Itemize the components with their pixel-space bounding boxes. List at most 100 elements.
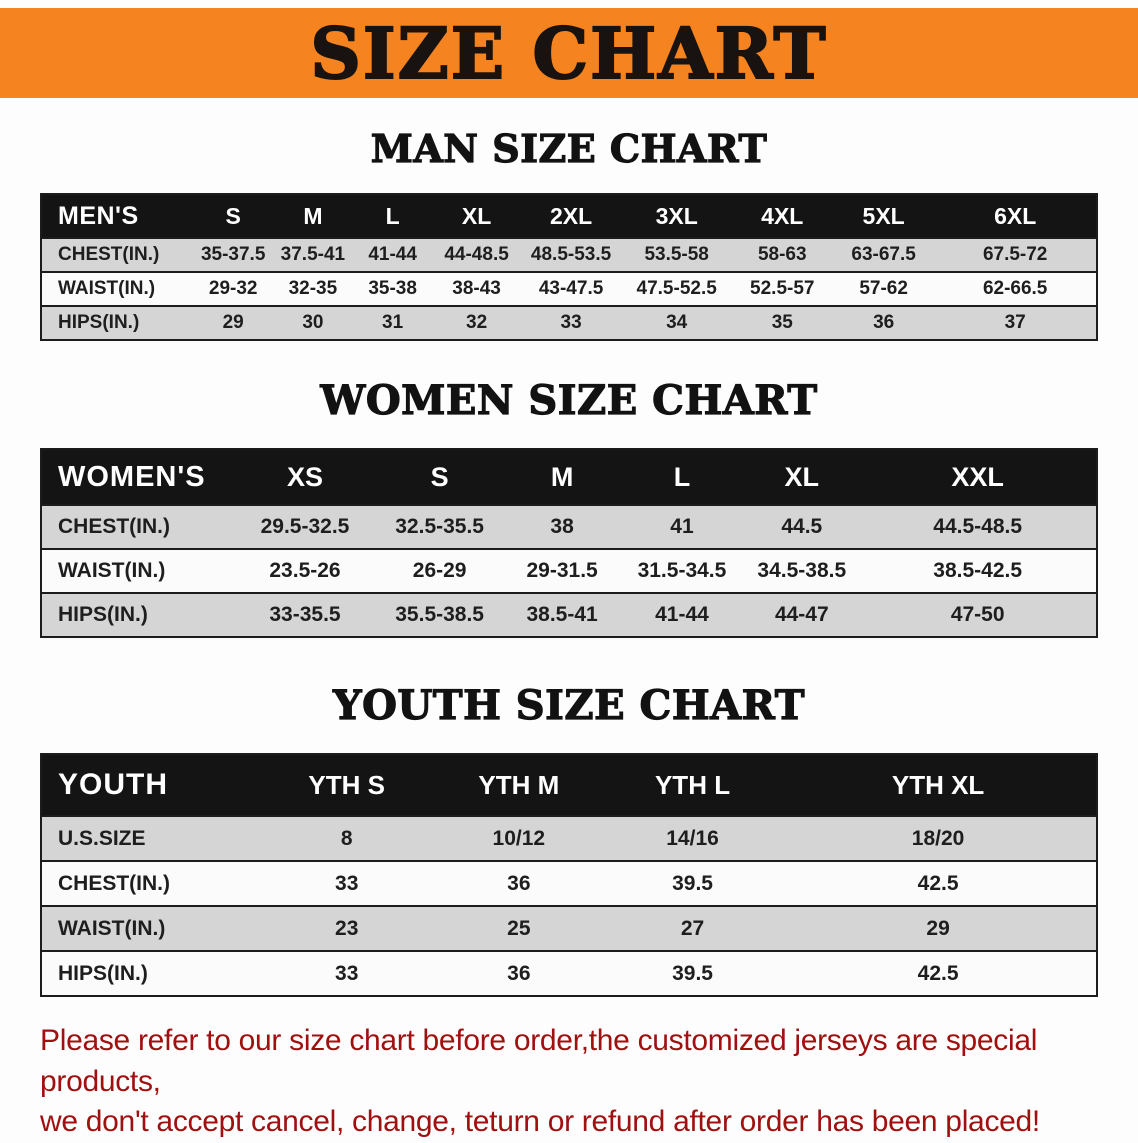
youth-size-section: YOUTH SIZE CHART YOUTH YTH S YTH M YTH L…: [0, 681, 1138, 997]
size-header-cell: YTH L: [604, 754, 781, 816]
size-header-cell: 4XL: [731, 194, 833, 238]
size-value-cell: 37.5-41: [280, 244, 346, 265]
size-value-cell: 39.5: [672, 871, 713, 895]
size-header-cell: S: [374, 449, 505, 505]
row-label: WAIST(IN.): [58, 559, 166, 582]
size-value-cell: 32.5-35.5: [395, 515, 484, 538]
size-value-cell: 44.5-48.5: [933, 515, 1023, 538]
row-label: U.S.SIZE: [58, 826, 146, 850]
size-value-cell: 14/16: [666, 826, 719, 850]
row-label: WAIST(IN.): [58, 916, 166, 940]
size-value-cell: 36: [507, 871, 531, 895]
size-value-cell: 44-47: [774, 603, 829, 626]
row-label: HIPS(IN.): [58, 312, 140, 333]
size-header-cell: L: [352, 194, 433, 238]
row-label: CHEST(IN.): [58, 244, 160, 265]
size-chart-banner: SIZE CHART: [0, 8, 1138, 98]
size-header-cell: S: [193, 194, 274, 238]
men-section-heading: MAN SIZE CHART: [370, 125, 768, 171]
size-value-cell: 37: [1004, 312, 1026, 333]
size-value-cell: 8: [340, 826, 353, 850]
youth-table-label: YOUTH: [41, 754, 261, 816]
row-label: HIPS(IN.): [58, 603, 148, 626]
size-value-cell: 36: [873, 312, 895, 333]
size-value-cell: 33: [560, 312, 582, 333]
size-value-cell: 36: [507, 961, 531, 985]
size-value-cell: 29: [222, 312, 244, 333]
size-value-cell: 31: [382, 312, 404, 333]
size-value-cell: 38.5-42.5: [933, 559, 1023, 582]
size-value-cell: 52.5-57: [750, 278, 815, 299]
size-value-cell: 18/20: [911, 826, 965, 850]
size-value-cell: 39.5: [672, 961, 713, 985]
table-row: HIPS(IN.) 33-35.5 35.5-38.5 38.5-41 41-4…: [41, 593, 1097, 637]
size-value-cell: 43-47.5: [538, 278, 604, 299]
size-header-cell: M: [504, 449, 620, 505]
row-label: HIPS(IN.): [58, 961, 148, 985]
size-value-cell: 29: [926, 916, 950, 940]
men-header-row: MEN'S S M L XL 2XL 3XL 4XL 5XL 6XL: [41, 194, 1097, 238]
row-label: WAIST(IN.): [58, 278, 156, 299]
size-value-cell: 32-35: [288, 278, 338, 299]
women-header-row: WOMEN'S XS S M L XL XXL: [41, 449, 1097, 505]
size-value-cell: 35-38: [368, 278, 417, 299]
size-value-cell: 47.5-52.5: [636, 278, 717, 299]
size-value-cell: 23.5-26: [269, 559, 341, 582]
size-value-cell: 42.5: [917, 961, 959, 985]
size-value-cell: 10/12: [492, 826, 546, 850]
size-header-cell: 2XL: [520, 194, 622, 238]
size-value-cell: 34.5-38.5: [757, 559, 847, 582]
size-header-cell: YTH XL: [780, 754, 1097, 816]
size-value-cell: 44.5: [781, 515, 823, 538]
size-header-cell: 6XL: [934, 194, 1097, 238]
size-value-cell: 30: [302, 312, 324, 333]
size-header-cell: YTH S: [260, 754, 433, 816]
women-section-heading: WOMEN SIZE CHART: [320, 376, 818, 424]
table-row: CHEST(IN.) 35-37.5 37.5-41 41-44 44-48.5…: [41, 238, 1097, 272]
size-header-cell: 3XL: [621, 194, 732, 238]
disclaimer-line: we don't accept cancel, change, teturn o…: [40, 1105, 1040, 1138]
size-header-cell: XS: [235, 449, 375, 505]
size-value-cell: 41-44: [368, 244, 417, 265]
size-header-cell: M: [273, 194, 353, 238]
size-value-cell: 62-66.5: [982, 278, 1048, 299]
size-value-cell: 29-31.5: [526, 559, 598, 582]
size-header-cell: XXL: [859, 449, 1097, 505]
table-row: CHEST(IN.) 33 36 39.5 42.5: [41, 861, 1097, 906]
table-row: WAIST(IN.) 23 25 27 29: [41, 906, 1097, 951]
size-value-cell: 31.5-34.5: [637, 559, 727, 582]
youth-header-row: YOUTH YTH S YTH M YTH L YTH XL: [41, 754, 1097, 816]
size-value-cell: 53.5-58: [644, 244, 709, 265]
size-value-cell: 35.5-38.5: [395, 603, 484, 626]
size-header-cell: XL: [432, 194, 521, 238]
size-value-cell: 33-35.5: [269, 603, 341, 626]
size-header-cell: XL: [744, 449, 860, 505]
size-value-cell: 41: [670, 515, 694, 538]
size-header-cell: L: [619, 449, 745, 505]
disclaimer-line: Please refer to our size chart before or…: [40, 1024, 1038, 1098]
size-value-cell: 44-48.5: [444, 244, 509, 265]
size-value-cell: 35: [771, 312, 793, 333]
size-value-cell: 29.5-32.5: [260, 515, 350, 538]
size-value-cell: 29-32: [208, 278, 258, 299]
disclaimer-text: Please refer to our size chart before or…: [40, 1021, 1098, 1143]
size-value-cell: 35-37.5: [200, 244, 266, 265]
youth-size-table: YOUTH YTH S YTH M YTH L YTH XL U.S.SIZE …: [40, 753, 1098, 997]
size-value-cell: 38: [550, 515, 574, 538]
table-row: U.S.SIZE 8 10/12 14/16 18/20: [41, 816, 1097, 861]
table-row: HIPS(IN.) 29 30 31 32 33 34 35 36 37: [41, 306, 1097, 340]
row-label: CHEST(IN.): [58, 871, 170, 895]
size-value-cell: 58-63: [757, 244, 807, 265]
row-label: CHEST(IN.): [58, 515, 170, 538]
table-row: CHEST(IN.) 29.5-32.5 32.5-35.5 38 41 44.…: [41, 505, 1097, 549]
size-value-cell: 67.5-72: [982, 244, 1048, 265]
women-table-label: WOMEN'S: [41, 449, 236, 505]
size-value-cell: 42.5: [917, 871, 959, 895]
women-size-section: WOMEN SIZE CHART WOMEN'S XS S M L XL XXL…: [0, 376, 1138, 638]
men-table-label: MEN'S: [41, 194, 194, 238]
size-value-cell: 32: [466, 312, 488, 333]
size-value-cell: 34: [666, 312, 688, 333]
table-row: WAIST(IN.) 23.5-26 26-29 29-31.5 31.5-34…: [41, 549, 1097, 593]
size-value-cell: 33: [335, 961, 359, 985]
women-size-table: WOMEN'S XS S M L XL XXL CHEST(IN.) 29.5-…: [40, 448, 1098, 638]
